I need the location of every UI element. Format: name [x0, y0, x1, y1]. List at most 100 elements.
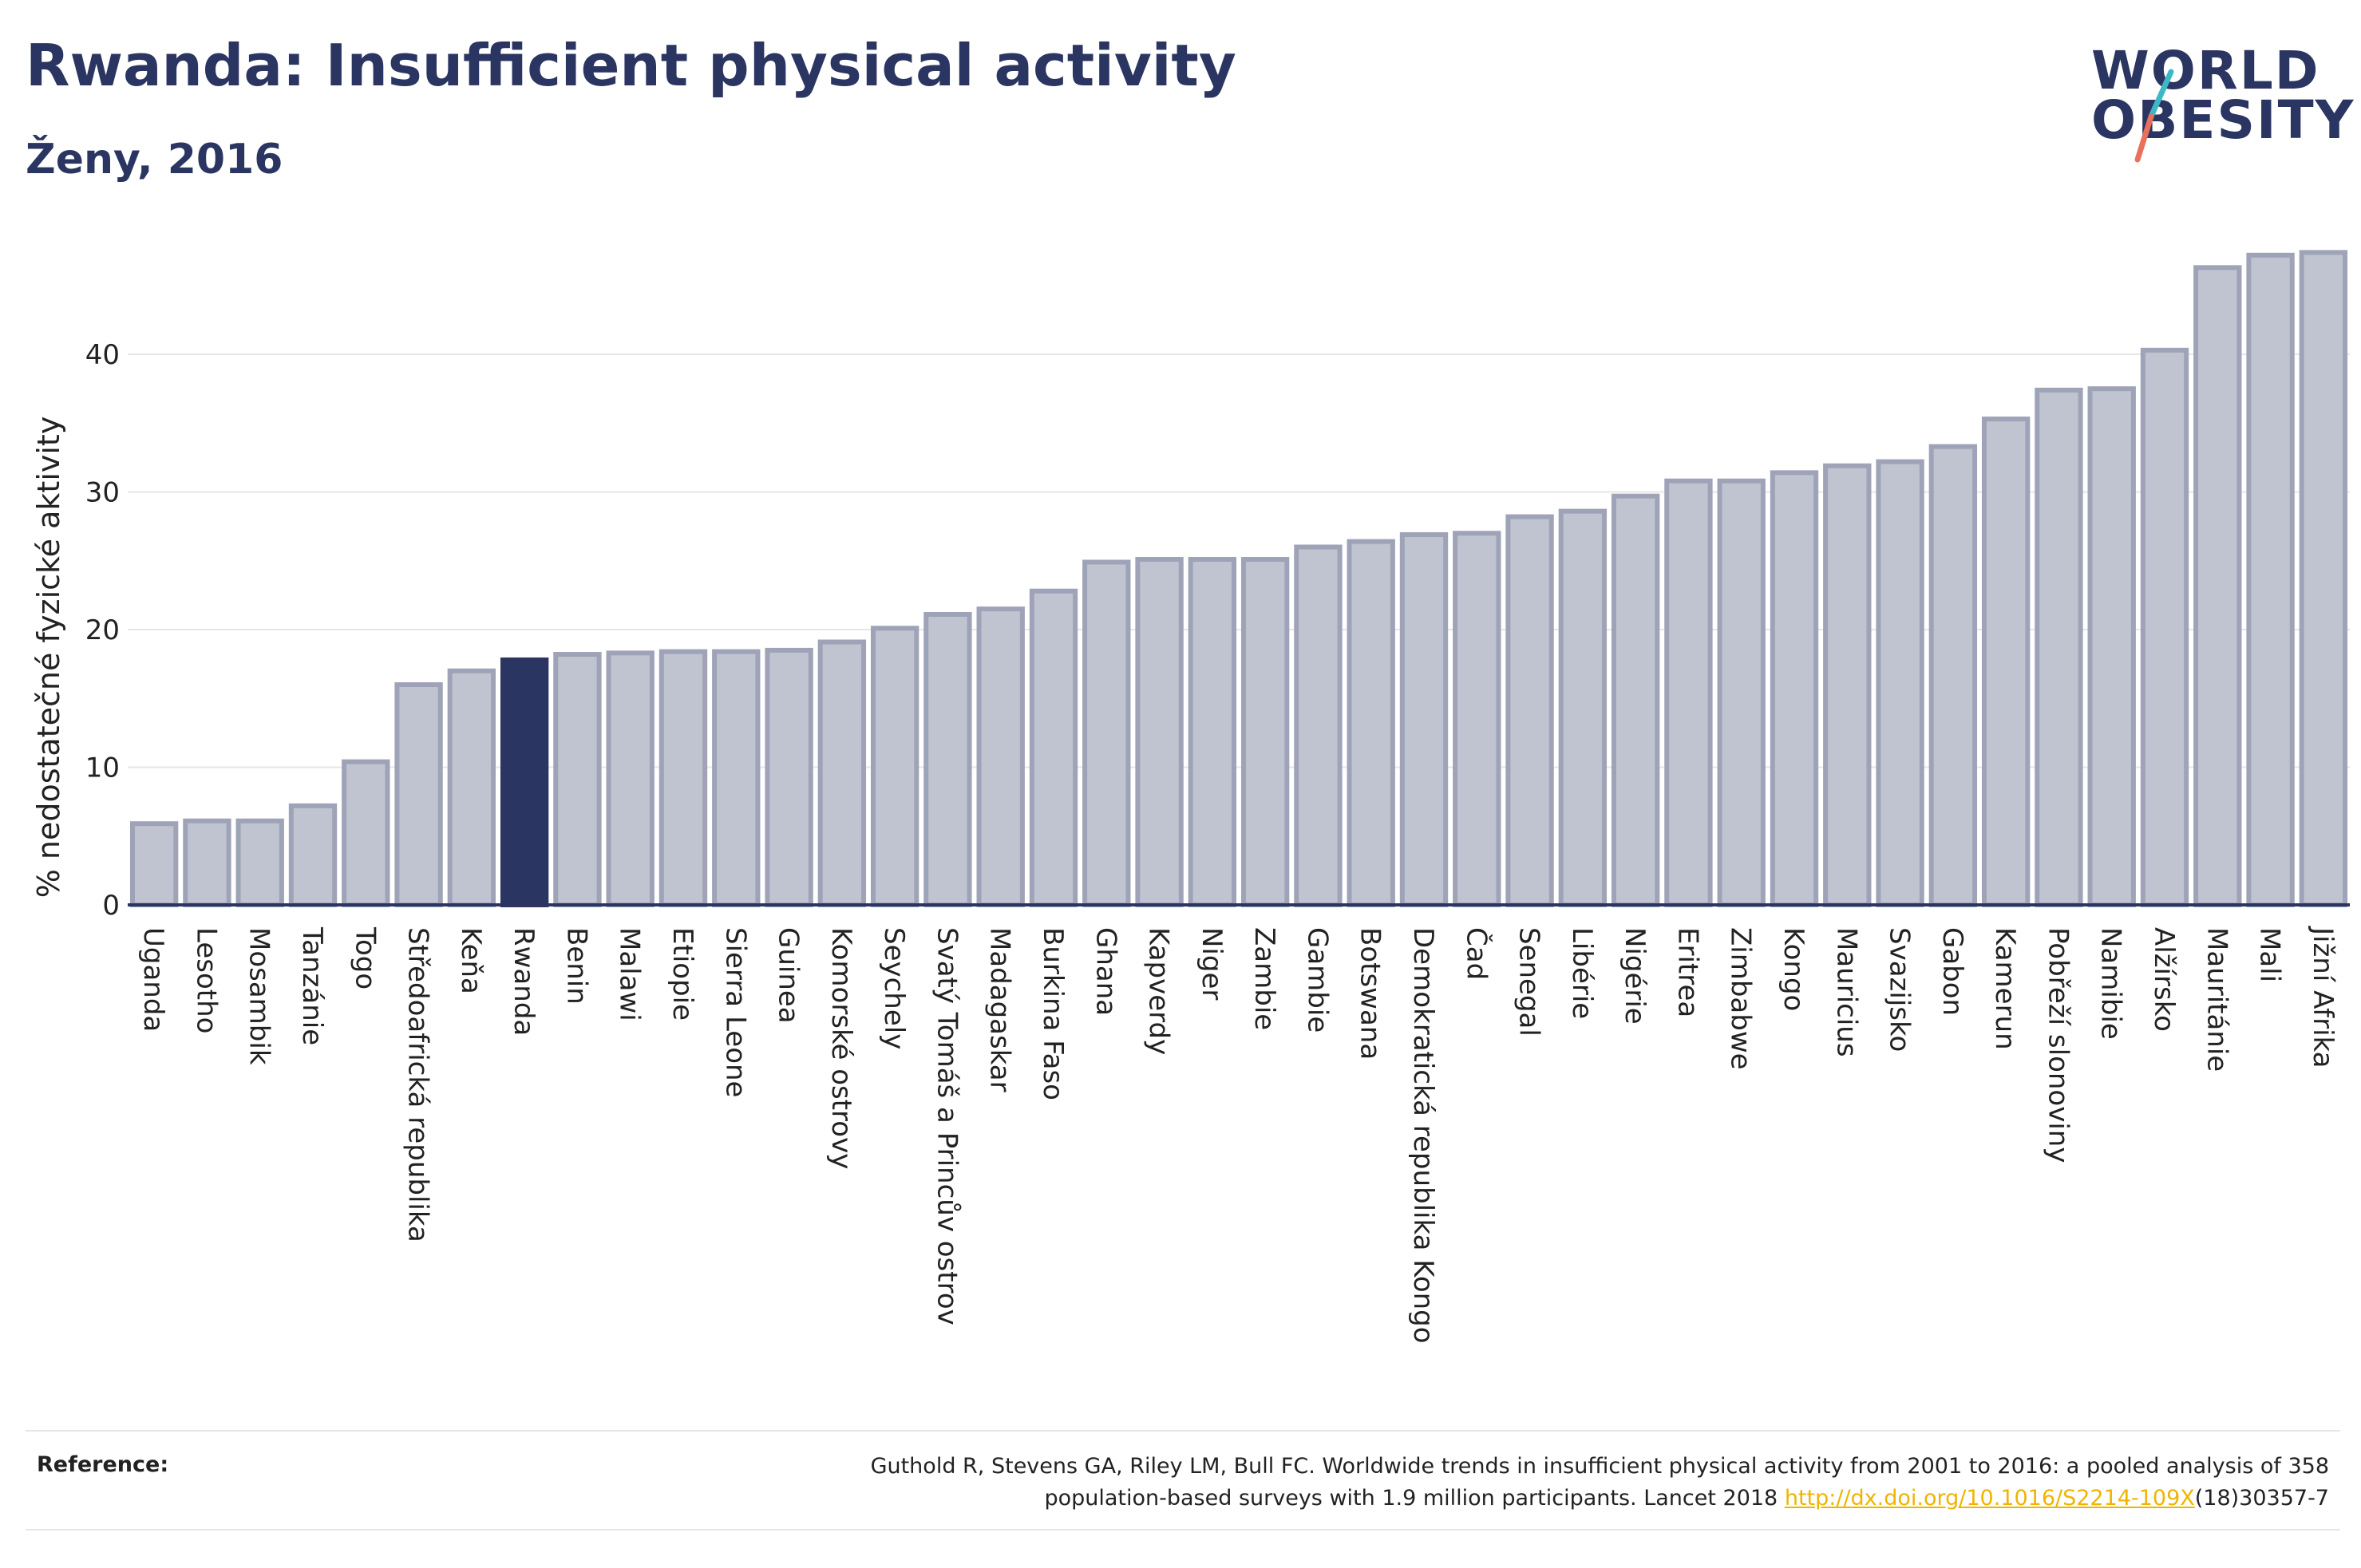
bar-keňa	[447, 668, 496, 907]
bar-gambie	[1294, 544, 1343, 907]
bar-středoafrická-republika	[394, 682, 443, 907]
x-tick-label: Mali	[2254, 927, 2286, 982]
bar-pobřeží-slonoviny	[2035, 387, 2083, 908]
logo-slash-icon	[2134, 69, 2174, 163]
x-tick-label: Uganda	[137, 927, 169, 1032]
y-tick-label: 30	[85, 477, 120, 509]
x-tick-label: Seychely	[878, 927, 910, 1049]
reference-line-2-prefix: population-based surveys with 1.9 millio…	[1044, 1486, 1785, 1511]
x-tick-label: Svazijsko	[1884, 927, 1916, 1052]
world-obesity-logo: WORLD OBESITY	[2091, 40, 2353, 168]
reference-doi-link[interactable]: http://dx.doi.org/10.1016/S2214-109X	[1784, 1486, 2195, 1511]
x-tick-label: Senegal	[1513, 927, 1545, 1037]
bar-mauritánie	[2193, 265, 2242, 907]
x-tick-label: Ghana	[1090, 927, 1121, 1016]
bar-seychely	[870, 626, 919, 908]
x-tick-label: Mauritánie	[2201, 927, 2232, 1072]
x-tick-label: Jižní Afrika	[2307, 926, 2339, 1068]
bar-madagaskar	[976, 606, 1025, 907]
bar-čad	[1453, 531, 1501, 907]
x-tick-label: Lesotho	[190, 927, 222, 1033]
x-tick-label: Guinea	[773, 927, 805, 1024]
bar-svatý-tomáš-a-princův-ostrov	[923, 612, 972, 908]
bar-jižní-afrika	[2299, 250, 2348, 908]
bar-zambie	[1240, 557, 1290, 908]
bar-komorské-ostrovy	[817, 639, 867, 908]
x-tick-label: Tanzánie	[296, 926, 328, 1045]
x-tick-label: Kapverdy	[1143, 927, 1175, 1055]
x-tick-label: Gambie	[1301, 927, 1333, 1033]
bar-chart: 0 10 20 30 40 Uganda Lesotho Mosambik Tanzánie T…	[31, 250, 2350, 1344]
x-tick-label: Botswana	[1355, 927, 1386, 1060]
reference-line-2-suffix: (18)30357-7	[2194, 1486, 2329, 1511]
bar-benin	[553, 652, 602, 907]
bar-kapverdy	[1135, 557, 1184, 908]
bar-sierra-leone	[712, 649, 761, 907]
bar-eritrea	[1664, 478, 1713, 907]
bar-burkina-faso	[1029, 588, 1078, 907]
x-tick-label: Alžírsko	[2148, 927, 2180, 1032]
x-tick-label: Nigérie	[1619, 927, 1651, 1025]
bar-mali	[2246, 252, 2295, 907]
bar-niger	[1188, 557, 1237, 908]
bar-rwanda	[500, 657, 549, 907]
bar-ghana	[1082, 559, 1131, 907]
grid-lines	[128, 353, 2350, 768]
bar-svazijsko	[1876, 459, 1924, 907]
x-tick-label: Rwanda	[508, 927, 540, 1036]
bar-senegal	[1505, 514, 1554, 907]
bar-namibie	[2087, 386, 2136, 907]
x-tick-label: Togo	[349, 926, 381, 989]
x-tick-label: Etiopie	[666, 927, 698, 1021]
y-tick-label: 10	[85, 752, 120, 784]
bar-guinea	[765, 647, 813, 907]
bar-libérie	[1558, 508, 1608, 908]
bar-etiopie	[658, 649, 708, 907]
x-tick-label: Mosambik	[243, 927, 275, 1065]
x-tick-label: Namibie	[2095, 927, 2127, 1040]
y-tick-label: 0	[102, 890, 120, 922]
x-tick-label: Benin	[560, 927, 592, 1005]
x-tick-label: Zambie	[1248, 927, 1280, 1030]
bar-mosambik	[235, 818, 284, 908]
bar-botswana	[1347, 539, 1395, 907]
bar-alžírsko	[2140, 347, 2189, 907]
bar-kongo	[1770, 470, 1819, 907]
bar-uganda	[129, 821, 179, 907]
y-tick-label: 40	[85, 339, 120, 371]
x-tick-labels: Uganda Lesotho Mosambik Tanzánie Togo Středoa…	[137, 926, 2339, 1344]
reference-text: Guthold R, Stevens GA, Riley LM, Bull FC…	[871, 1451, 2329, 1515]
x-tick-label: Svatý Tomáš a Princův ostrov	[931, 927, 963, 1325]
reference-line-1: Guthold R, Stevens GA, Riley LM, Bull FC…	[870, 1454, 2329, 1479]
bar-kamerun	[1981, 417, 2031, 907]
x-tick-label: Kamerun	[1989, 927, 2021, 1050]
bar-gabon	[1928, 444, 1978, 907]
x-tick-label: Malawi	[614, 927, 646, 1021]
x-tick-label: Gabon	[1936, 927, 1968, 1016]
x-tick-label: Sierra Leone	[719, 927, 751, 1097]
y-tick-labels: 0 10 20 30 40	[85, 339, 120, 922]
x-tick-label: Zimbabwe	[1725, 927, 1757, 1070]
bar-mauricius	[1823, 463, 1872, 907]
x-tick-label: Mauricius	[1830, 927, 1862, 1057]
bars	[129, 250, 2348, 908]
x-tick-label: Demokratická republika Kongo	[1407, 927, 1439, 1344]
page-subtitle: Ženy, 2016	[26, 136, 283, 184]
x-tick-label: Burkina Faso	[1037, 927, 1069, 1100]
x-tick-label: Pobřeží slonoviny	[2042, 927, 2074, 1163]
x-tick-label: Čad	[1460, 927, 1493, 980]
y-tick-label: 20	[85, 614, 120, 646]
reference-footer: Reference: Guthold R, Stevens GA, Riley …	[26, 1430, 2340, 1530]
x-tick-label: Madagaskar	[984, 927, 1016, 1092]
bar-tanzánie	[288, 803, 338, 907]
x-tick-label: Libérie	[1566, 927, 1598, 1019]
y-axis-label: % nedostatečné fyzické aktivity	[31, 417, 66, 899]
bar-malawi	[606, 650, 655, 907]
x-tick-label: Eritrea	[1671, 927, 1703, 1017]
logo-line-1: WORLD	[2091, 40, 2320, 101]
page-title: Rwanda: Insufficient physical activity	[26, 32, 1236, 99]
reference-line-2: population-based surveys with 1.9 millio…	[871, 1483, 2329, 1515]
bar-lesotho	[183, 818, 231, 908]
bar-togo	[342, 759, 390, 907]
x-tick-label: Niger	[1196, 927, 1228, 1000]
